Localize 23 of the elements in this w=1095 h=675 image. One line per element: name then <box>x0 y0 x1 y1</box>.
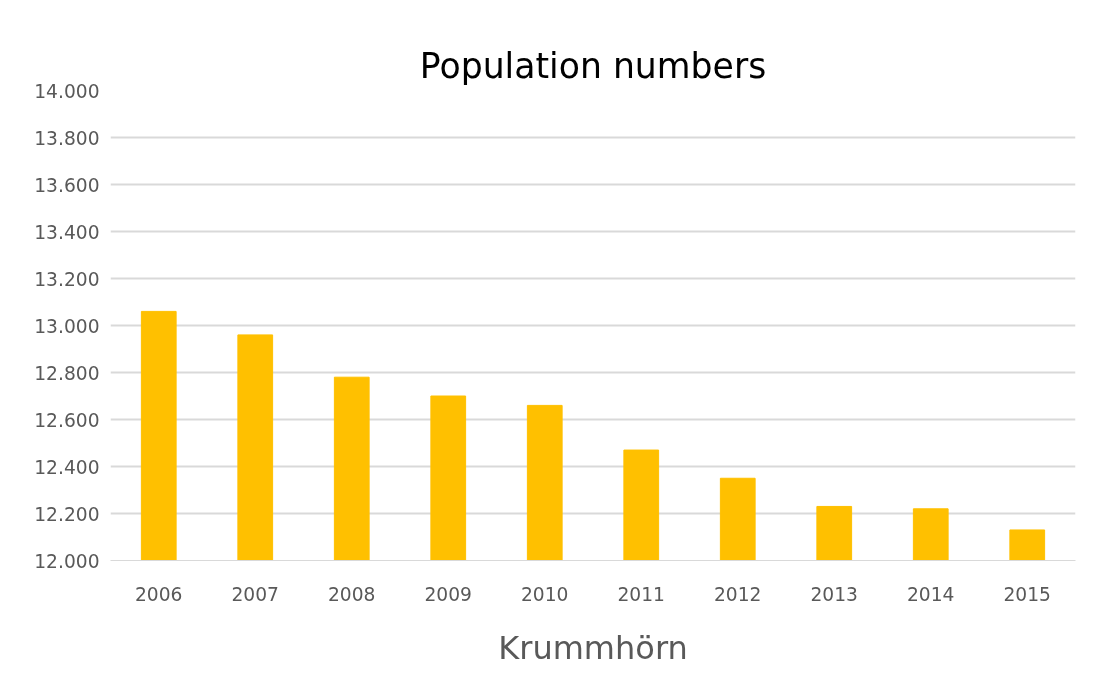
y-tick-label: 13.600 <box>34 174 100 196</box>
y-tick-label: 12.400 <box>34 456 100 478</box>
y-tick-label: 12.000 <box>34 550 100 572</box>
x-tick-label: 2012 <box>714 583 762 605</box>
y-tick-label: 13.800 <box>34 127 100 149</box>
y-tick-label: 13.000 <box>34 315 100 337</box>
x-tick-label: 2013 <box>810 583 858 605</box>
y-tick-label: 13.400 <box>34 221 100 243</box>
y-tick-label: 14.000 <box>34 80 100 102</box>
x-axis-title: Krummhörn <box>498 628 688 667</box>
x-tick-label: 2010 <box>521 583 569 605</box>
x-tick-label: 2014 <box>907 583 955 605</box>
x-tick-label: 2008 <box>328 583 376 605</box>
y-tick-label: 12.200 <box>34 503 100 525</box>
y-tick-label: 12.800 <box>34 362 100 384</box>
y-tick-label: 12.600 <box>34 409 100 431</box>
y-tick-label: 13.200 <box>34 268 100 290</box>
x-tick-label: 2011 <box>617 583 665 605</box>
x-tick-label: 2009 <box>424 583 472 605</box>
x-tick-label: 2015 <box>1003 583 1051 605</box>
chart-title: Population numbers <box>419 45 767 86</box>
x-tick-label: 2006 <box>135 583 183 605</box>
x-tick-label: 2007 <box>231 583 279 605</box>
